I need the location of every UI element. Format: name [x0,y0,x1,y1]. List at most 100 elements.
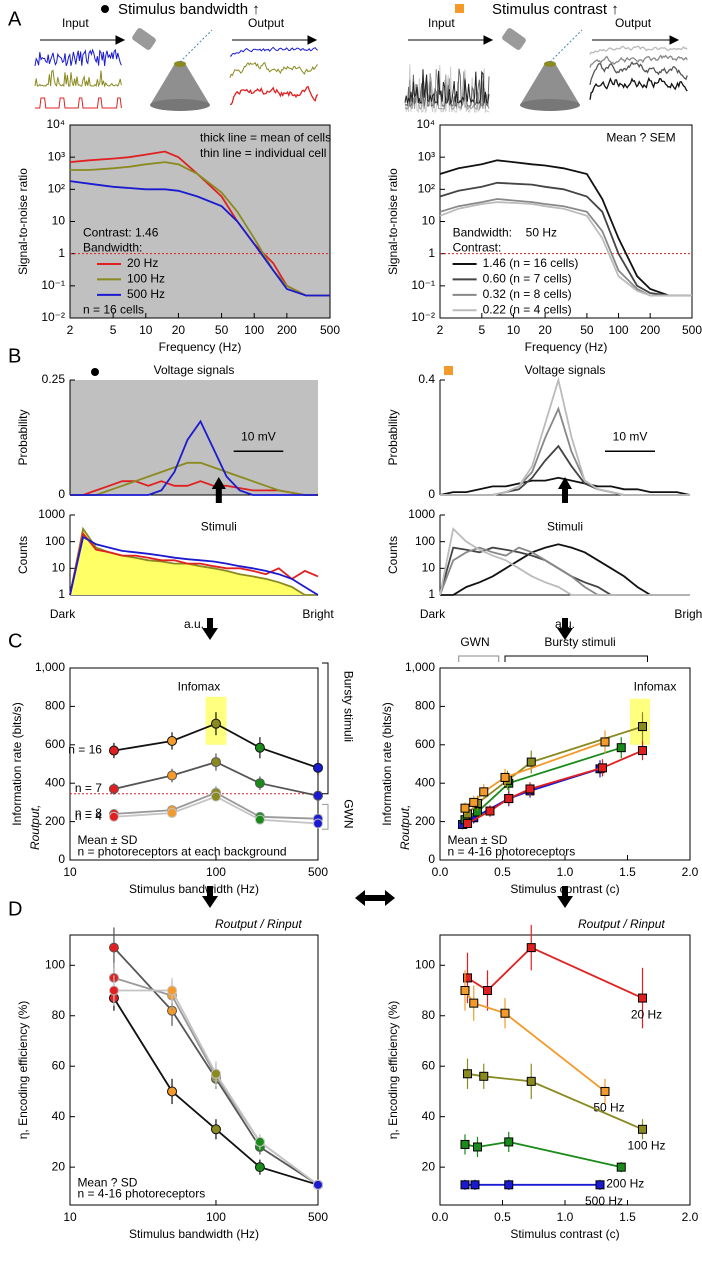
series-line [464,989,606,1093]
series-line [70,161,330,297]
x-tick-label: 2.0 [682,865,699,879]
marker [460,1139,470,1149]
stimulus-trace [589,76,688,100]
annotation: Stimuli [547,519,583,533]
y-axis-label: Signal-to-noise ratio [16,168,30,275]
y-tick-label: 10⁴ [416,117,435,131]
marker [463,973,472,983]
marker [504,1180,514,1190]
marker [526,1076,536,1086]
y-tick-label: 0.25 [42,372,66,386]
x-tick-label: 0.5 [494,865,511,879]
x-tick-label: 20 [538,323,552,337]
stimulus-arrow [211,477,226,503]
marker [254,1136,265,1147]
x-axis-label: Stimulus bandwidth (Hz) [129,882,259,896]
annotation: Infomax [178,679,221,693]
series-line [439,181,692,297]
y-tick-label: 400 [415,775,435,789]
contrast-symbol [444,366,453,375]
y-axis-label: Probability [386,409,400,465]
series-label: n = 8 [75,806,102,820]
y-axis-label: η, Encoding efficiency (%) [16,1001,30,1140]
marker [504,1137,514,1147]
x-tick-label: 1.0 [557,865,574,879]
annotation: 10 mV [613,430,648,444]
annotation: Bandwidth: [453,225,512,239]
marker [525,784,535,794]
y-tick-label: 10 [52,214,66,228]
series-label: 20 Hz [631,1007,662,1021]
annotation: Dark [420,607,446,621]
marker [598,763,607,773]
marker [638,722,647,732]
y-tick-label: 100 [45,957,65,971]
x-axis-label: Frequency (Hz) [159,340,242,354]
series-line [70,461,318,496]
x-tick-label: 200 [640,323,660,337]
x-tick-label: 50 [215,323,229,337]
marker [167,735,178,746]
marker [460,803,470,813]
marker [210,757,221,768]
x-tick-label: 0.5 [494,1210,511,1224]
chart-title: Voltage signals [525,363,606,377]
y-tick-label: 0 [428,852,435,866]
marker [638,1124,647,1134]
stimulus-trace [589,45,688,55]
y-tick-label: 10⁴ [46,117,65,131]
y-tick-label: 80 [422,1008,436,1022]
y-tick-label: 600 [415,737,435,751]
marker [254,1162,265,1173]
x-tick-label: 2.0 [682,1210,699,1224]
photoreceptor-illustration [132,28,583,111]
legend-label: 20 Hz [127,256,158,270]
input-label: Input [428,16,455,30]
bracket [458,655,500,662]
stimulus-trace [589,54,688,68]
annotation: Bright [302,607,334,621]
annotation: Mean ? SEM [606,131,675,145]
stimulus-trace [589,61,688,86]
series-line [439,527,690,596]
series-label: n = 7 [75,781,102,795]
marker [473,1142,482,1152]
stimulus-trace [35,97,122,109]
y-axis-label: η, Encoding efficiency (%) [386,1001,400,1140]
chart-title: Voltage signals [154,363,235,377]
stimulus-trace [229,61,318,78]
x-tick-label: 5 [478,323,485,337]
output-label: Output [615,16,652,30]
x-tick-label: 5 [110,323,117,337]
area [70,528,318,595]
y-tick-label: 0 [58,852,65,866]
marker [254,742,265,753]
marker [600,737,610,747]
series-line [69,535,319,596]
y-tick-label: 60 [52,1058,66,1072]
y-tick-label: 1 [58,246,65,260]
y-tick-label: 10⁻¹ [41,278,65,292]
x-tick-label: 500 [308,865,328,879]
x-tick-label: 10 [63,1210,77,1224]
header: Stimulus bandwidth ↑ [118,1,260,18]
flow-arrows [202,618,573,908]
y-tick-label: 1 [58,587,65,601]
series-label: n = 4 [75,809,102,823]
x-tick-label: 100 [206,865,226,879]
arrows [40,35,680,45]
marker [210,791,221,802]
y-tick-label: 100 [415,957,435,971]
x-tick-label: 50 [580,323,594,337]
y-tick-label: 800 [45,699,65,713]
stimulus-arrow [558,477,572,503]
marker [470,1180,480,1190]
panel-label: D [8,898,22,920]
annotation: thick line = mean of cells [200,131,331,145]
marker [469,797,479,807]
annotation: Bursty stimuli [544,635,615,649]
annotation: Stimuli [201,519,237,533]
marker [479,787,489,797]
stimulus-trace [404,69,490,105]
